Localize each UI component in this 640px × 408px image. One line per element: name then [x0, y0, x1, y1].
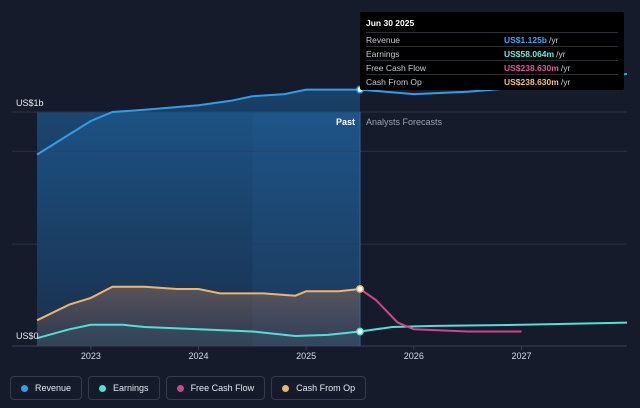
x-tick-label-2025: 2025 — [296, 351, 316, 361]
cash-from-op-line — [36, 285, 361, 322]
tooltip-row-name: Earnings — [366, 48, 400, 59]
past-label: Past — [336, 117, 355, 127]
tooltip-row-name: Free Cash Flow — [366, 62, 426, 73]
legend-label: Revenue — [35, 383, 72, 393]
marker-earnings — [356, 327, 364, 336]
tooltip-row-name: Cash From Op — [366, 76, 422, 87]
tooltip-row-value: US$238.630m — [504, 76, 559, 87]
revenue-area — [37, 89, 360, 346]
y-axis-bottom-label: US$0 — [16, 331, 39, 341]
x-tick-label-2026: 2026 — [404, 351, 424, 361]
tooltip: Jun 30 2025 Revenue US$1.125b/yr Earnings U… — [360, 12, 624, 90]
earnings-line — [36, 323, 361, 340]
x-tick-label-2027: 2027 — [511, 351, 531, 361]
tooltip-row-unit: /yr — [549, 34, 559, 45]
legend-item-earnings[interactable]: Earnings — [88, 376, 160, 400]
earnings-area — [37, 324, 360, 346]
tooltip-row: Earnings US$58.064m/yr — [366, 46, 618, 60]
tooltip-row: Cash From Op US$238.630m/yr — [366, 74, 618, 88]
tooltip-row-unit: /yr — [560, 76, 571, 87]
marker-cash-from-op — [356, 285, 364, 293]
tooltip-row-unit: /yr — [560, 62, 571, 73]
legend-dot-icon — [21, 384, 28, 392]
tooltip-date: Jun 30 2025 — [366, 18, 415, 28]
x-tick-label-2024: 2024 — [188, 351, 208, 361]
y-axis-top-label: US$1b — [16, 98, 44, 108]
legend-label: Free Cash Flow — [190, 383, 255, 393]
tooltip-row-value: US$58.064m — [504, 48, 555, 59]
x-tick-label-2023: 2023 — [81, 351, 101, 361]
cash-from-op-area — [37, 286, 360, 346]
tooltip-row-value: US$1.125b — [504, 34, 547, 45]
legend: Revenue Earnings Free Cash Flow Cash From O… — [10, 376, 367, 400]
free-cash-flow-forecast-line — [359, 288, 522, 333]
legend-dot-icon — [99, 384, 107, 392]
legend-label: Earnings — [113, 383, 149, 393]
legend-label: Cash From Op — [296, 383, 356, 393]
tooltip-row: Revenue US$1.125b/yr — [366, 32, 618, 46]
legend-item-free-cash-flow[interactable]: Free Cash Flow — [165, 376, 266, 400]
tooltip-row-name: Revenue — [366, 34, 401, 45]
earnings-forecast-line — [359, 321, 628, 333]
tooltip-row-unit: /yr — [556, 48, 566, 59]
tooltip-row-value: US$238.630m — [504, 62, 559, 73]
tooltip-row: Free Cash Flow US$238.630m/yr — [366, 60, 618, 74]
legend-dot-icon — [282, 384, 290, 392]
legend-dot-icon — [176, 384, 184, 392]
legend-item-revenue[interactable]: Revenue — [10, 376, 83, 400]
legend-item-cash-from-op[interactable]: Cash From Op — [271, 376, 367, 400]
revenue-line — [36, 88, 360, 156]
forecast-label: Analysts Forecasts — [366, 117, 443, 127]
